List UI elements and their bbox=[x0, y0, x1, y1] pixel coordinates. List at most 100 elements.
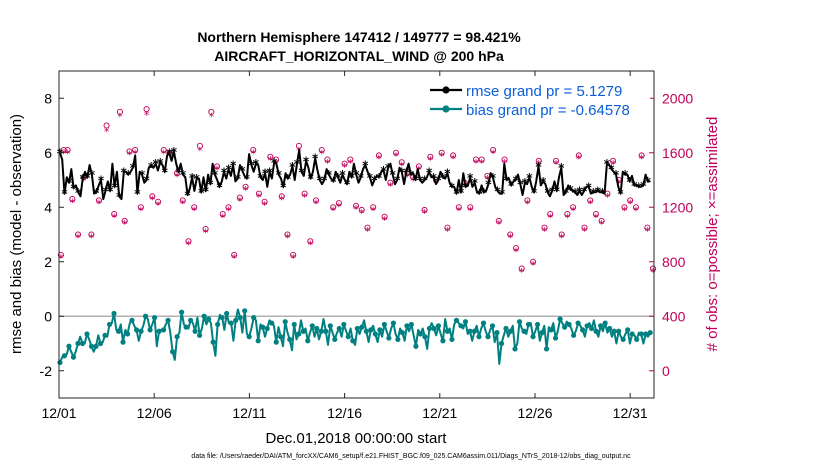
bias-point bbox=[142, 313, 149, 319]
bias-point bbox=[206, 316, 212, 322]
obs-assimilated-point: * bbox=[485, 173, 491, 186]
bias-point bbox=[260, 324, 266, 330]
obs-possible-point bbox=[495, 217, 502, 224]
bias-point bbox=[593, 328, 599, 334]
bias-point bbox=[462, 319, 469, 325]
obs-assimilated-point: * bbox=[410, 175, 416, 188]
obs-possible-point bbox=[421, 206, 428, 214]
obs-assimilated-point: * bbox=[370, 204, 376, 217]
obs-assimilated-point: * bbox=[81, 175, 87, 188]
bias-point bbox=[115, 328, 122, 334]
bias-point bbox=[323, 328, 329, 334]
rmse-point: * bbox=[481, 186, 488, 200]
obs-possible-point bbox=[267, 153, 274, 160]
obs-assimilated-point: * bbox=[65, 147, 71, 160]
bias-point bbox=[84, 331, 90, 337]
bias-point bbox=[350, 338, 356, 344]
rmse-point: * bbox=[102, 184, 109, 198]
bias-point bbox=[507, 328, 514, 334]
obs-assimilated-point: * bbox=[209, 110, 215, 123]
rmse-point: * bbox=[125, 168, 132, 182]
rmse-point: * bbox=[604, 157, 611, 171]
bias-point bbox=[602, 320, 608, 326]
obs-assimilated-point: * bbox=[422, 207, 428, 220]
y2-tick-label: 2000 bbox=[662, 90, 693, 106]
bias-point bbox=[179, 309, 185, 315]
obs-possible-point bbox=[88, 231, 95, 238]
obs-possible-point bbox=[307, 238, 314, 245]
bias-point bbox=[625, 327, 631, 333]
obs-assimilated-point: * bbox=[111, 211, 117, 224]
rmse-point: * bbox=[157, 156, 164, 170]
bias-point bbox=[489, 323, 496, 329]
bias-point bbox=[165, 317, 171, 323]
bias-point bbox=[494, 330, 500, 336]
rmse-point: * bbox=[513, 174, 520, 188]
bias-point bbox=[305, 338, 311, 344]
y2-tick-label: 800 bbox=[662, 254, 686, 270]
bias-point bbox=[453, 317, 460, 323]
y-tick-label: 4 bbox=[44, 199, 52, 215]
obs-possible-point bbox=[541, 224, 548, 231]
rmse-point: * bbox=[453, 187, 460, 201]
obs-possible-point bbox=[592, 211, 599, 218]
bias-point bbox=[111, 310, 117, 317]
rmse-point: * bbox=[212, 168, 219, 182]
rmse-point: * bbox=[207, 178, 214, 192]
obs-possible-point bbox=[126, 148, 133, 155]
obs-assimilated-point: * bbox=[144, 109, 150, 122]
rmse-point: * bbox=[586, 180, 593, 194]
y-axis-label: rmse and bias (model - observation) bbox=[8, 114, 25, 354]
rmse-point: * bbox=[522, 176, 529, 190]
rmse-point: * bbox=[412, 174, 419, 188]
obs-possible-point bbox=[490, 146, 497, 154]
rmse-point: * bbox=[421, 174, 428, 188]
rmse-point: * bbox=[171, 145, 178, 159]
obs-possible-point bbox=[507, 231, 514, 238]
obs-assimilated-point: * bbox=[353, 203, 359, 216]
bias-point bbox=[390, 320, 396, 326]
rmse-point: * bbox=[394, 174, 401, 188]
bias-point bbox=[201, 313, 207, 319]
y-tick-label: 0 bbox=[44, 308, 52, 324]
obs-possible-point bbox=[208, 108, 215, 115]
obs-assimilated-point: * bbox=[399, 160, 405, 173]
rmse-point: * bbox=[499, 187, 506, 201]
bias-point bbox=[363, 328, 369, 334]
rmse-point: * bbox=[435, 174, 442, 188]
obs-assimilated-point: * bbox=[650, 266, 656, 279]
rmse-point: * bbox=[303, 154, 310, 168]
obs-possible-point bbox=[415, 163, 422, 170]
bias-point bbox=[219, 315, 225, 321]
rmse-point: * bbox=[134, 187, 141, 201]
obs-possible-point bbox=[587, 197, 594, 204]
obs-possible-point bbox=[564, 211, 571, 218]
obs-assimilated-point: * bbox=[180, 198, 186, 211]
obs-assimilated-point: * bbox=[203, 226, 209, 239]
rmse-point: * bbox=[266, 165, 273, 179]
rmse-point: * bbox=[225, 163, 232, 177]
rmse-point: * bbox=[139, 168, 146, 182]
bias-point bbox=[368, 327, 374, 333]
obs-assimilated-point: * bbox=[348, 157, 354, 170]
bias-point bbox=[251, 315, 257, 321]
bias-point bbox=[183, 324, 189, 330]
bias-point bbox=[503, 325, 509, 332]
obs-assimilated-point: * bbox=[627, 198, 633, 211]
rmse-point: * bbox=[148, 160, 155, 174]
bias-point bbox=[75, 340, 81, 347]
obs-assimilated-point: * bbox=[89, 232, 95, 245]
obs-possible-point bbox=[547, 211, 554, 218]
obs-assimilated-point: * bbox=[256, 191, 262, 204]
rmse-point: * bbox=[426, 165, 433, 179]
rmse-point: * bbox=[89, 168, 96, 182]
obs-assimilated-point: * bbox=[290, 252, 296, 265]
bias-point bbox=[291, 321, 297, 328]
bias-point bbox=[224, 310, 230, 317]
bias-point bbox=[242, 308, 248, 314]
bias-point bbox=[120, 339, 126, 345]
rmse-point: * bbox=[321, 174, 328, 188]
bias-point bbox=[97, 340, 104, 347]
bias-point bbox=[426, 325, 433, 332]
